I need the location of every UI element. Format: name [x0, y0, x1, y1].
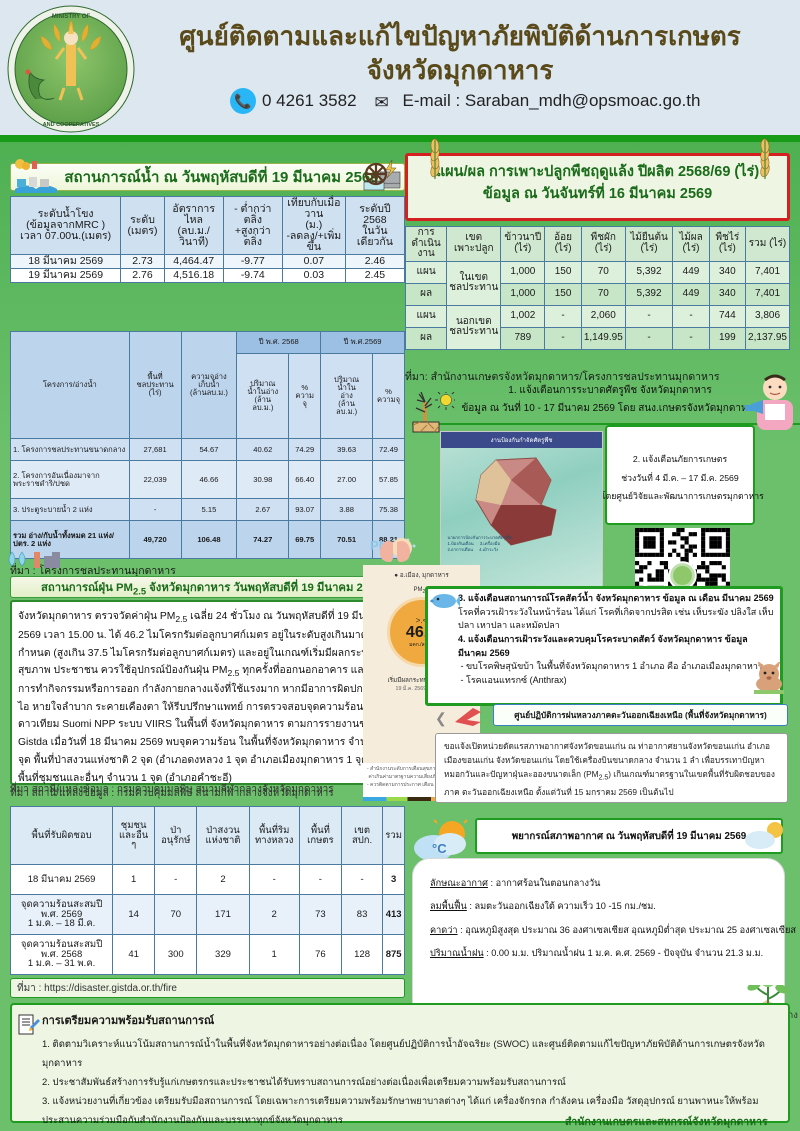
svg-text:°C: °C — [432, 841, 447, 856]
svg-text:AND COOPERATIVES: AND COOPERATIVES — [43, 122, 100, 128]
svg-text:MINISTRY OF: MINISTRY OF — [52, 14, 91, 20]
